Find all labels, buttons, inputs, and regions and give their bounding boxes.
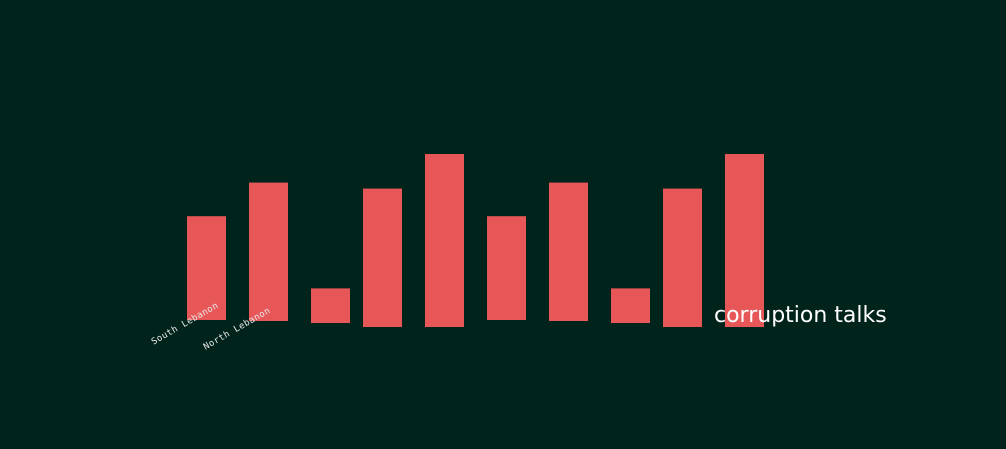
bar-7 [549, 182, 588, 321]
bars-group [187, 154, 764, 327]
bar-3 [311, 288, 350, 323]
bar-6 [487, 216, 526, 320]
bar-1 [187, 216, 226, 320]
bar-4 [363, 188, 402, 327]
chart-title: corruption talks [714, 303, 887, 328]
bar-9 [663, 188, 702, 327]
bar-8 [611, 288, 650, 323]
bar-2 [249, 182, 288, 321]
bar-5 [425, 154, 464, 327]
bar-10 [725, 154, 764, 327]
